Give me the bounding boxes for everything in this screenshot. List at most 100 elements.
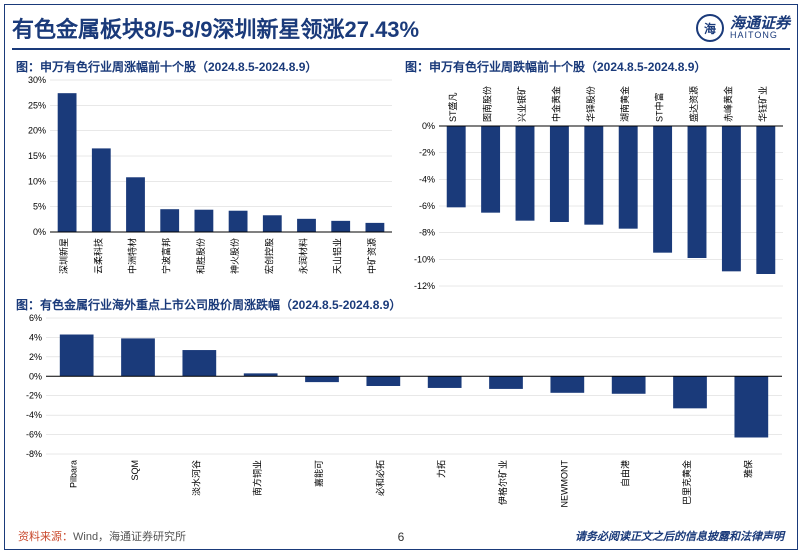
bar: [447, 126, 466, 207]
chart1-title: 图：申万有色行业周涨幅前十个股（2024.8.5-2024.8.9）: [16, 58, 317, 75]
page-header: 有色金属板块8/5-8/9深圳新星领涨27.43% 海 海通证券 HAITONG: [12, 8, 790, 50]
source-text: Wind，海通证券研究所: [73, 531, 186, 543]
company-logo: 海 海通证券 HAITONG: [696, 14, 790, 42]
svg-text:-8%: -8%: [419, 228, 435, 238]
category-label: 兴业银矿: [516, 86, 527, 122]
logo-en: HAITONG: [730, 31, 790, 40]
svg-text:0%: 0%: [33, 227, 46, 237]
svg-text:-6%: -6%: [26, 430, 42, 440]
svg-text:5%: 5%: [33, 202, 46, 212]
bar: [688, 126, 707, 258]
category-label: 深圳新星: [58, 238, 69, 274]
logo-text: 海通证券 HAITONG: [730, 16, 790, 40]
category-label: 天山铝业: [332, 238, 343, 274]
bar: [516, 126, 535, 221]
category-label: 中洲特材: [127, 238, 138, 274]
category-label: 图南股份: [482, 86, 493, 122]
bar: [550, 126, 569, 222]
bar: [550, 376, 584, 393]
category-label: 宁波富邦: [161, 238, 172, 274]
svg-text:25%: 25%: [28, 100, 46, 110]
svg-text:-4%: -4%: [26, 410, 42, 420]
bar: [229, 211, 248, 232]
category-label: 云柔科技: [92, 238, 103, 274]
chart3-svg: -8%-6%-4%-2%0%2%4%6%PilbaraSQM淡水河谷南方铜业嘉能…: [16, 312, 786, 516]
category-label: ST中富: [654, 92, 665, 122]
category-label: 伊格尔矿业: [497, 460, 508, 505]
category-label: 南方铜业: [252, 460, 263, 496]
category-label: Pilbara: [69, 460, 79, 488]
bar: [194, 210, 213, 232]
category-label: 永润材料: [298, 238, 309, 274]
category-label: 赤峰黄金: [722, 86, 733, 122]
bar: [366, 376, 400, 386]
category-label: NEWMONT: [559, 460, 569, 508]
bar: [489, 376, 523, 389]
svg-text:10%: 10%: [28, 176, 46, 186]
svg-text:-10%: -10%: [414, 254, 435, 264]
svg-text:15%: 15%: [28, 151, 46, 161]
category-label: 盛达资源: [688, 86, 699, 122]
logo-cn: 海通证券: [730, 16, 790, 31]
category-label: 力拓: [436, 460, 447, 478]
chart2-area: -12% -10% -8% -6% -4% -2% 0% ST盛凡 图南股份 兴业银矿 中金黄金 华铎…: [405, 74, 787, 292]
chart2-title: 图：申万有色行业周跌幅前十个股（2024.8.5-2024.8.9）: [405, 58, 706, 75]
bar: [653, 126, 672, 253]
category-label: 自由港: [620, 460, 631, 487]
category-label: SQM: [130, 460, 140, 481]
source-citation: 资料来源：Wind，海通证券研究所: [18, 528, 186, 544]
svg-text:-2%: -2%: [419, 148, 435, 158]
category-label: 华铎股份: [585, 86, 596, 122]
bar: [160, 209, 179, 232]
category-label: 中金黄金: [550, 86, 561, 122]
bar: [365, 223, 384, 232]
source-label: 资料来源：: [18, 531, 73, 543]
disclaimer: 请务必阅读正文之后的信息披露和法律声明: [575, 528, 784, 544]
category-label: 淡水河谷: [190, 460, 201, 496]
bar: [305, 376, 339, 382]
chart1-svg: 0% 5% 10% 15% 20% 25% 30% 深圳新星 云柔科技 中洲特材 宁波富邦 和胜股份 神…: [16, 74, 396, 292]
svg-text:20%: 20%: [28, 126, 46, 136]
category-label: 和胜股份: [195, 238, 206, 274]
bar: [92, 148, 111, 232]
bar: [121, 338, 155, 376]
svg-text:-2%: -2%: [26, 391, 42, 401]
category-label: 华钰矿业: [757, 86, 768, 122]
svg-text:4%: 4%: [29, 332, 42, 342]
svg-text:-4%: -4%: [419, 174, 435, 184]
svg-text:2%: 2%: [29, 352, 42, 362]
bar: [756, 126, 775, 274]
bar: [182, 350, 216, 376]
bar: [331, 221, 350, 232]
bar: [673, 376, 707, 408]
bar: [263, 215, 282, 232]
svg-text:6%: 6%: [29, 313, 42, 323]
page-number: 6: [398, 530, 405, 544]
chart3-area: -8%-6%-4%-2%0%2%4%6%PilbaraSQM淡水河谷南方铜业嘉能…: [16, 312, 786, 516]
category-label: 雅保: [742, 460, 753, 478]
chart3-title: 图：有色金属行业海外重点上市公司股价周涨跌幅（2024.8.5-2024.8.9…: [16, 296, 401, 313]
bar: [619, 126, 638, 229]
svg-text:-12%: -12%: [414, 281, 435, 291]
bar: [297, 219, 316, 232]
category-label: 中矿资源: [366, 238, 377, 274]
svg-text:0%: 0%: [422, 121, 435, 131]
category-label: 湖南黄金: [619, 86, 630, 122]
bar: [612, 376, 646, 393]
chart2-svg: -12% -10% -8% -6% -4% -2% 0% ST盛凡 图南股份 兴业银矿 中金黄金 华铎…: [405, 74, 787, 292]
bar: [722, 126, 741, 271]
category-label: ST盛凡: [447, 92, 458, 122]
bar: [60, 335, 94, 377]
svg-text:-8%: -8%: [26, 449, 42, 459]
category-label: 宏创控股: [263, 238, 274, 274]
svg-text:-6%: -6%: [419, 201, 435, 211]
svg-text:30%: 30%: [28, 75, 46, 85]
bar: [428, 376, 462, 388]
category-label: 巴里克黄金: [681, 460, 692, 505]
category-label: 嘉能可: [313, 460, 324, 487]
category-label: 神火股份: [229, 238, 240, 274]
page-title: 有色金属板块8/5-8/9深圳新星领涨27.43%: [12, 12, 419, 44]
bar: [584, 126, 603, 225]
bar: [58, 93, 77, 232]
category-label: 必和必拓: [374, 460, 385, 496]
